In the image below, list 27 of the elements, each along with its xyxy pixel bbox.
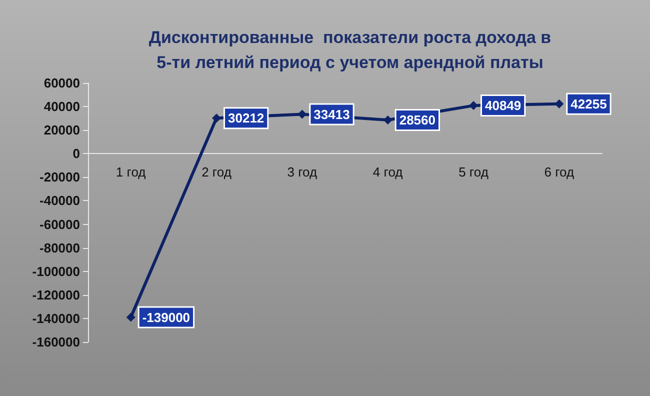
x-tick-label: 4 год (372, 164, 404, 180)
data-label: 33413 (314, 106, 350, 122)
data-label: 28560 (399, 112, 436, 128)
y-tick-label: -20000 (40, 170, 80, 185)
y-tick-label: 60000 (44, 76, 80, 90)
data-label: -139000 (142, 310, 190, 325)
point (126, 312, 136, 322)
y-tick-label: -100000 (32, 264, 80, 279)
x-tick-label: 1 год (116, 164, 146, 180)
data-label: 40849 (485, 98, 522, 114)
data-label: 30212 (228, 110, 264, 126)
y-tick-label: -80000 (40, 240, 80, 256)
y-tick-label: -120000 (32, 287, 80, 302)
x-tick-label: 3 год (287, 164, 318, 180)
y-tick-label: -60000 (40, 216, 80, 232)
x-tick-label: 6 год (544, 164, 574, 180)
y-tick-label: 20000 (44, 122, 80, 138)
data-label: 42255 (570, 96, 607, 112)
x-tick-label: 5 год (458, 164, 489, 180)
chart-title: Дисконтированные показатели роста дохода в 5-ти летний период с учетом арендной платы (148, 28, 552, 72)
point (469, 101, 478, 110)
y-tick-label: -140000 (32, 310, 80, 326)
y-tick-label: 40000 (44, 99, 80, 114)
y-tick-label: 0 (72, 146, 80, 162)
y-tick-label: -160000 (32, 334, 80, 350)
x-tick-label: 2 год (202, 164, 232, 180)
y-tick-label: -40000 (40, 193, 80, 208)
